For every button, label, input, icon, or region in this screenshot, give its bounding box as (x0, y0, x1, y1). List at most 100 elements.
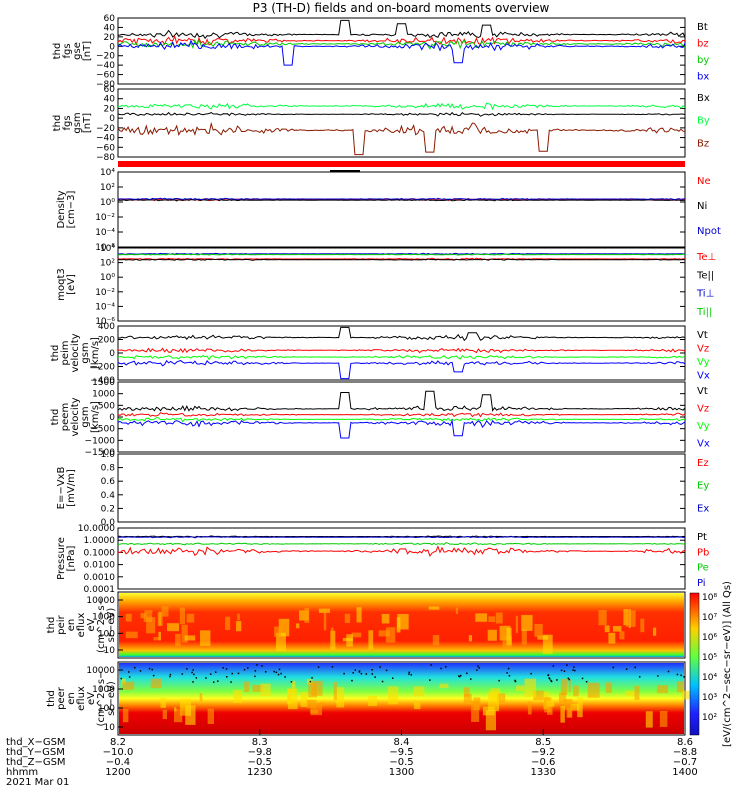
spectrogram-speckle (458, 675, 460, 677)
spectrogram-texture (286, 688, 292, 705)
spectrogram-texture (323, 611, 327, 631)
spectrogram-speckle (139, 670, 142, 672)
ylabel: en (66, 692, 77, 705)
spectrogram-texture (121, 678, 126, 685)
ylabel: gse (72, 42, 83, 60)
spectrogram-texture (122, 681, 135, 690)
panel-frame-density (117, 171, 686, 248)
ephem-value: −0.5 (248, 757, 272, 768)
spectrogram-speckle (231, 672, 234, 675)
ephem-value: −9.2 (531, 747, 555, 758)
tick-label: 0 (109, 42, 115, 52)
ylabel: gsm (72, 112, 83, 133)
spectrogram-texture (659, 710, 668, 727)
spectrogram-speckle (556, 679, 558, 681)
series-line-fgs_gse (117, 35, 686, 46)
spectrogram-texture (495, 612, 503, 624)
spectrogram-speckle (469, 678, 472, 680)
spectrogram-speckle (408, 671, 411, 674)
series-line-fgs_gse (118, 19, 686, 40)
panel-frame-pressure (117, 527, 686, 590)
spectrogram-texture (413, 686, 425, 697)
series-line-fgs_gsm (117, 102, 686, 111)
panel-frame-peir_eflux (117, 591, 686, 659)
spectrogram-texture (577, 697, 583, 718)
spectrogram-texture (299, 610, 309, 621)
spectrogram-texture (463, 687, 470, 697)
spectrogram-speckle (354, 669, 357, 671)
tick-label: −1000 (85, 436, 116, 446)
spectrogram-speckle (243, 668, 246, 671)
legend-label: Bx (697, 93, 710, 104)
spectrogram-speckle (192, 681, 194, 683)
tick-label: 10⁻⁴ (95, 302, 115, 312)
spectrogram-texture (413, 702, 421, 710)
spectrogram-texture (318, 608, 330, 613)
spectrogram-speckle (440, 667, 442, 670)
spectrogram-texture (378, 630, 390, 637)
legend-label: Vy (697, 421, 710, 432)
tick-label: −500 (90, 425, 115, 435)
spectrogram-texture (645, 711, 653, 728)
spectrogram-texture (174, 707, 177, 712)
ephem-value: −0.5 (389, 757, 413, 768)
spectrogram-speckle (358, 670, 361, 672)
spectrogram-speckle (331, 666, 334, 668)
spectrogram-texture (656, 685, 668, 694)
ylabel: eV (86, 692, 97, 705)
ylabel: eV (86, 618, 97, 631)
spectrogram-speckle (216, 680, 219, 682)
spectrogram-texture (623, 609, 629, 626)
tick-label: 0.0 (101, 518, 116, 528)
series-line-fgs_gsm (117, 121, 686, 156)
ylabel: [nT] (82, 41, 93, 61)
spectrogram-speckle (254, 670, 257, 672)
tick-label: −40 (96, 61, 115, 71)
spectrogram-texture (351, 632, 362, 638)
tick-label: 10⁰ (100, 273, 115, 283)
ephem-value: −0.7 (673, 757, 697, 768)
spectrogram-texture (634, 685, 640, 700)
spectrogram-texture (397, 613, 409, 630)
spectrogram-speckle (466, 672, 468, 675)
spectrogram-speckle (128, 676, 131, 678)
spectrogram-speckle (680, 674, 682, 677)
ephem-value: 1230 (247, 767, 272, 778)
series-line-peim_velocity (117, 359, 686, 380)
chart-title: P3 (TH-D) fields and on-board moments ov… (253, 1, 550, 15)
tick-label: 20 (104, 33, 116, 43)
ephem-label: hhmm (6, 767, 38, 778)
spectrogram-texture (320, 702, 325, 706)
spectrogram-texture (604, 625, 610, 633)
spectrogram-speckle (222, 667, 224, 669)
series-line-pressure (117, 542, 686, 546)
ylabel: [km/s] (90, 401, 101, 433)
panel-frame-peem_velocity (117, 381, 686, 453)
series-line-pressure (117, 545, 686, 557)
spectrogram-speckle (514, 679, 516, 682)
spectrogram-texture (157, 612, 163, 627)
tick-label: 10⁴ (100, 244, 115, 254)
spectrogram-texture (468, 635, 473, 642)
tick-label: 10 (104, 723, 116, 733)
spectrogram-texture (640, 618, 645, 633)
date-label: 2021 Mar 01 (6, 777, 69, 788)
spectrogram-texture (260, 683, 271, 697)
series-line-temperature (118, 253, 686, 256)
spectrogram-speckle (278, 668, 281, 671)
tick-label: 0 (109, 413, 115, 423)
spectrogram-texture (146, 617, 156, 634)
ylabel: thd (46, 617, 57, 634)
spectrogram-texture (175, 633, 181, 647)
spectrogram-speckle (186, 668, 188, 670)
spectrogram-texture (275, 632, 286, 652)
spectrogram-speckle (374, 676, 376, 678)
spectrogram-speckle (193, 673, 195, 676)
spectrogram-texture (381, 613, 390, 624)
spectrogram-speckle (574, 669, 576, 672)
ylabel: Density (56, 190, 67, 228)
colorbar-tick: 10⁸ (702, 593, 717, 603)
legend-label: Vz (697, 404, 709, 415)
tick-label: 0 (109, 349, 115, 359)
spectrogram-speckle (676, 673, 679, 676)
